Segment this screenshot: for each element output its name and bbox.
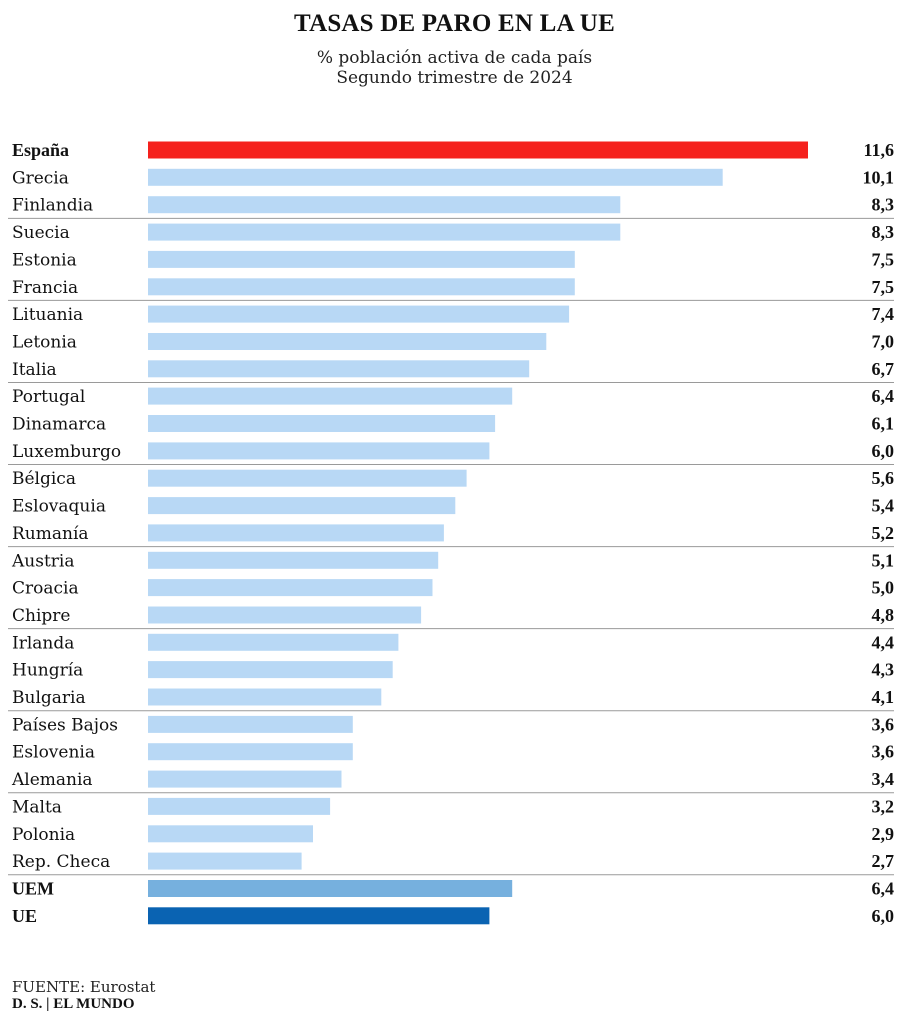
bar-eslovenia [148,743,353,761]
category-label-paises-bajos: Países Bajos [12,715,118,735]
category-label-hungria: Hungría [12,661,83,681]
source-note: FUENTE: Eurostat [12,978,155,996]
source-value: Eurostat [85,978,156,996]
value-label-chipre: 4,8 [872,605,895,625]
source-label: FUENTE: [12,978,86,996]
bar-suecia [148,223,621,241]
bar-luxemburgo [148,442,490,460]
category-label-ue: UE [12,906,37,926]
category-label-letonia: Letonia [12,333,77,353]
value-label-francia: 7,5 [872,277,895,297]
value-label-belgica: 5,6 [872,468,895,488]
value-label-malta: 3,2 [872,796,895,816]
value-label-croacia: 5,0 [872,578,895,598]
value-label-eslovenia: 3,6 [872,742,895,762]
value-label-estonia: 7,5 [872,249,895,269]
category-label-rumania: Rumanía [12,524,89,544]
value-label-suecia: 8,3 [872,222,895,242]
category-label-eslovenia: Eslovenia [12,743,95,763]
bar-ue [148,907,490,925]
category-label-grecia: Grecia [12,168,69,188]
value-label-grecia: 10,1 [863,167,895,187]
category-label-francia: Francia [12,278,78,298]
value-label-bulgaria: 4,1 [872,687,895,707]
category-label-polonia: Polonia [12,825,75,845]
category-label-portugal: Portugal [12,387,85,407]
value-label-irlanda: 4,4 [872,632,895,652]
bar-estonia [148,250,575,268]
value-label-rep-checa: 2,7 [872,851,895,871]
category-label-luxemburgo: Luxemburgo [12,442,121,462]
bar-belgica [148,469,467,487]
value-label-italia: 6,7 [872,359,895,379]
value-label-portugal: 6,4 [872,386,895,406]
category-label-alemania: Alemania [11,770,93,790]
category-label-lituania: Lituania [12,305,83,325]
category-label-rep-checa: Rep. Checa [12,852,110,872]
category-label-chipre: Chipre [12,606,70,626]
category-label-austria: Austria [11,551,74,571]
bar-lituania [148,305,570,323]
value-label-austria: 5,1 [872,550,895,570]
value-label-ue: 6,0 [872,906,895,926]
bar-chipre [148,606,422,624]
bar-chart: España 11,6 Grecia 10,1 Finlandia 8,3 Suecia 8,… [8,140,895,926]
value-label-polonia: 2,9 [872,824,895,844]
bar-hungria [148,661,393,679]
bar-italia [148,360,530,378]
category-label-malta: Malta [12,797,62,817]
chart-title: TASAS DE PARO EN LA UE [294,10,615,37]
category-label-finlandia: Finlandia [12,196,93,216]
bar-espana [148,141,808,159]
bar-portugal [148,387,513,405]
bar-bulgaria [148,688,382,706]
bar-austria [148,551,439,569]
category-label-dinamarca: Dinamarca [12,415,106,435]
bar-grecia [148,168,723,186]
value-label-uem: 6,4 [872,879,895,899]
bar-rumania [148,524,444,542]
category-label-bulgaria: Bulgaria [12,688,86,708]
value-label-letonia: 7,0 [872,332,895,352]
category-label-italia: Italia [12,360,57,380]
chart-subtitle-line2: Segundo trimestre de 2024 [336,68,573,88]
category-label-croacia: Croacia [12,579,79,599]
bar-francia [148,278,575,296]
category-label-estonia: Estonia [12,250,77,270]
bar-dinamarca [148,415,496,432]
value-label-eslovaquia: 5,4 [872,496,895,516]
category-label-belgica: Bélgica [12,469,76,489]
value-label-finlandia: 8,3 [872,195,895,215]
bar-alemania [148,770,342,788]
value-label-hungria: 4,3 [872,660,895,680]
chart-subtitle-line1: % población activa de cada país [316,48,593,68]
bar-paises-bajos [148,715,353,733]
bar-letonia [148,333,547,350]
value-label-paises-bajos: 3,6 [872,714,895,734]
category-label-irlanda: Irlanda [12,633,74,653]
category-label-uem: UEM [12,879,54,899]
category-label-eslovaquia: Eslovaquia [12,497,106,517]
bar-finlandia [148,196,621,214]
category-label-espana: España [12,140,69,160]
bar-eslovaquia [148,497,456,515]
category-label-suecia: Suecia [12,223,70,243]
value-label-dinamarca: 6,1 [872,414,895,434]
bar-malta [148,797,331,815]
bar-polonia [148,825,313,843]
bar-croacia [148,579,433,597]
value-label-rumania: 5,2 [872,523,895,543]
bar-rep-checa [148,852,302,870]
value-label-alemania: 3,4 [872,769,895,789]
bar-uem [148,880,513,897]
value-label-lituania: 7,4 [872,304,895,324]
bar-irlanda [148,633,399,651]
value-label-luxemburgo: 6,0 [872,441,895,461]
credit-line: D. S. | EL MUNDO [12,996,135,1012]
value-label-espana: 11,6 [863,140,894,160]
